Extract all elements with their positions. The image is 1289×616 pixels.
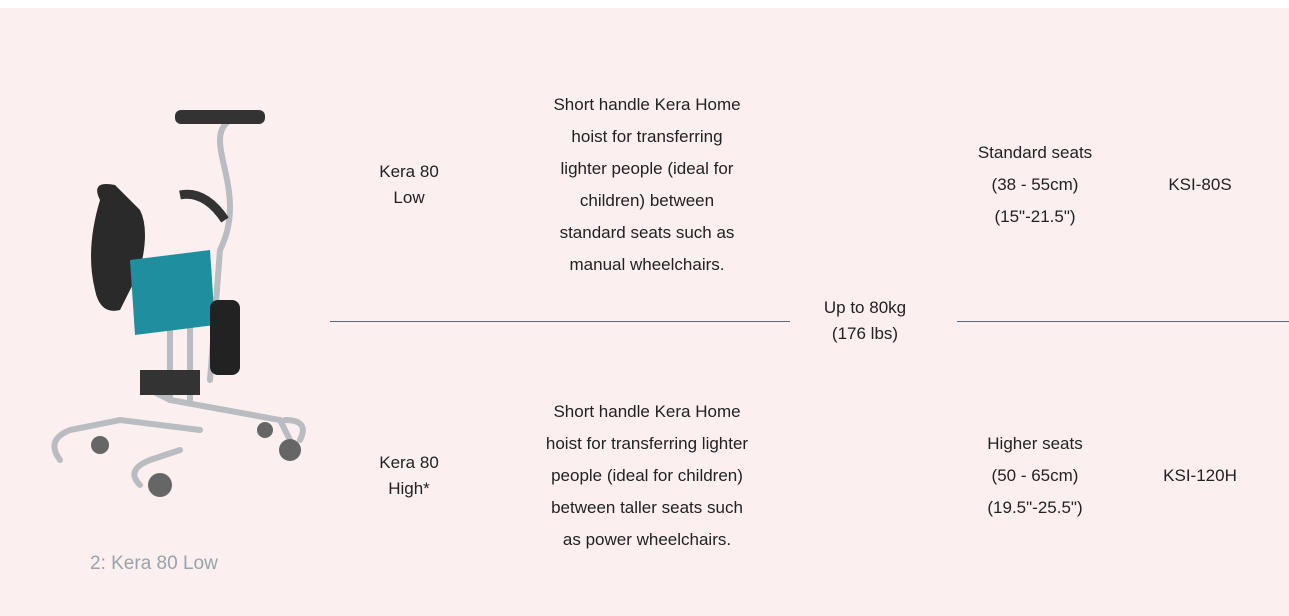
description: people (ideal for children): [551, 466, 743, 486]
product-image: [40, 100, 320, 520]
page: 2: Kera 80 Low (() => { const data = JSO…: [0, 0, 1289, 616]
capacity: (176 lbs): [832, 324, 898, 344]
seat-range: (50 - 65cm): [992, 466, 1079, 486]
seat-range: (38 - 55cm): [992, 175, 1079, 195]
model-name: Kera 80: [379, 453, 439, 473]
description: standard seats such as: [560, 223, 735, 243]
image-caption: 2: Kera 80 Low: [90, 553, 218, 575]
description: Short handle Kera Home: [553, 95, 740, 115]
row-divider: [957, 321, 1289, 322]
capacity: Up to 80kg: [824, 298, 906, 318]
description: manual wheelchairs.: [570, 255, 725, 275]
seat-range: (15"-21.5"): [994, 207, 1075, 227]
model-name: High*: [388, 479, 430, 499]
row-divider: [330, 321, 790, 322]
description: lighter people (ideal for: [561, 159, 734, 179]
description: children) between: [580, 191, 714, 211]
description: Short handle Kera Home: [553, 402, 740, 422]
description: as power wheelchairs.: [563, 530, 731, 550]
seat-range: Higher seats: [987, 434, 1082, 454]
product-code: KSI-120H: [1163, 466, 1237, 486]
description: between taller seats such: [551, 498, 743, 518]
description: hoist for transferring lighter: [546, 434, 748, 454]
seat-range: (19.5"-25.5"): [987, 498, 1082, 518]
product-code: KSI-80S: [1168, 175, 1231, 195]
seat-range: Standard seats: [978, 143, 1092, 163]
model-name: Kera 80: [379, 162, 439, 182]
description: hoist for transferring: [571, 127, 722, 147]
model-name: Low: [393, 188, 424, 208]
